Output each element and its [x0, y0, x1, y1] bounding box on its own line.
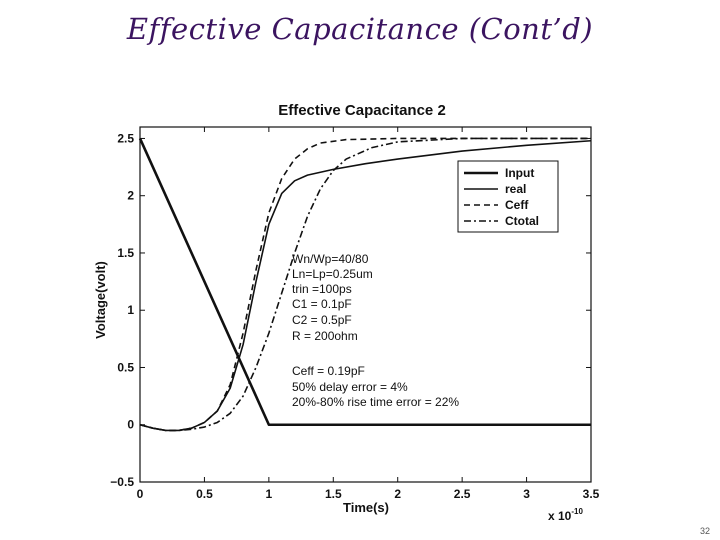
legend-label-real: real	[505, 182, 526, 196]
param-line: R = 200ohm	[292, 329, 358, 343]
y-axis-label: Voltage(volt)	[93, 261, 108, 339]
y-tick-label: 1	[127, 303, 134, 317]
x-tick-label: 2.5	[454, 487, 471, 501]
param-line: C1 = 0.1pF	[292, 297, 352, 311]
legend-label-input: Input	[505, 166, 534, 180]
param-line: Ln=Lp=0.25um	[292, 267, 373, 281]
series-line-ceff	[139, 137, 591, 432]
result-line: Ceff = 0.19pF	[292, 364, 365, 378]
y-tick-label: 2.5	[117, 131, 134, 145]
plot-frame	[139, 126, 592, 483]
x-axis-label: Time(s)	[343, 500, 389, 515]
x-tick-label: 0	[137, 487, 144, 501]
result-annotations: Ceff = 0.19pF 50% delay error = 4% 20%-8…	[292, 364, 459, 409]
x-tick-label: 0.5	[196, 487, 213, 501]
x-multiplier-exponent: -10	[571, 507, 583, 516]
y-tick-label: 2	[127, 189, 134, 203]
x-tick-label: 3	[523, 487, 530, 501]
legend-label-ctotal: Ctotal	[505, 214, 539, 228]
x-tick-label: 1.5	[325, 487, 342, 501]
y-tick-label: 0	[127, 418, 134, 432]
param-line: trin =100ps	[292, 282, 352, 296]
x-multiplier-base: x 10	[548, 509, 572, 523]
x-tick-label: 1	[266, 487, 273, 501]
param-line: Wn/Wp=40/80	[292, 252, 369, 266]
result-line: 50% delay error = 4%	[292, 380, 408, 394]
slide-number: 32	[699, 526, 710, 536]
chart-title: Effective Capacitance 2	[278, 102, 446, 119]
axis-ticks: 0 0.5 1 1.5 2 2.5 3 3.5−0.500.511.522.5	[110, 127, 600, 501]
legend-label-ceff: Ceff	[505, 198, 529, 212]
legend: Input real Ceff Ctotal	[457, 160, 559, 233]
x-multiplier: x 10-10	[548, 507, 583, 523]
x-tick-label: 3.5	[583, 487, 600, 501]
x-tick-label: 2	[394, 487, 401, 501]
y-tick-label: −0.5	[110, 475, 134, 489]
slide-title: Effective Capacitance (Cont’d)	[126, 12, 594, 46]
y-tick-label: 0.5	[117, 360, 134, 374]
series-line-input	[138, 137, 591, 427]
series-line-ctotal	[139, 137, 591, 432]
y-tick-label: 1.5	[117, 246, 134, 260]
param-line: C2 = 0.5pF	[292, 313, 352, 327]
series-layer	[138, 137, 592, 432]
parameter-annotations: Wn/Wp=40/80 Ln=Lp=0.25um trin =100ps C1 …	[292, 252, 373, 343]
result-line: 20%-80% rise time error = 22%	[292, 395, 459, 409]
